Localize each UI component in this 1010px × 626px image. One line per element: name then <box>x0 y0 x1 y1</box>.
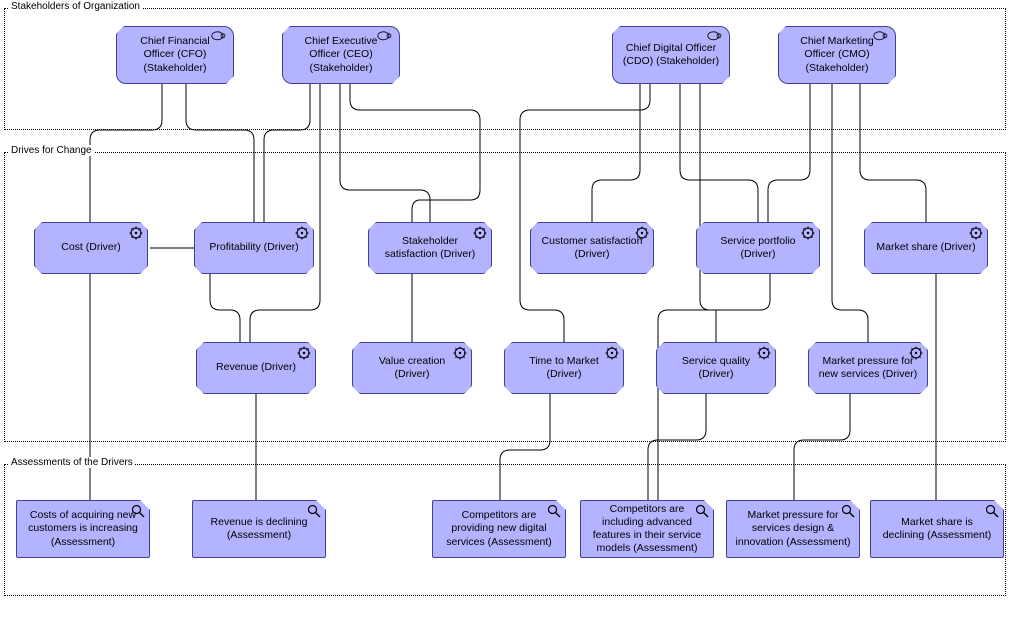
node-cfo[interactable]: Chief Financial Officer (CFO) (Stakehold… <box>116 26 234 84</box>
node-rev[interactable]: Revenue (Driver) <box>196 342 316 394</box>
node-label: Value creation (Driver) <box>361 355 463 381</box>
node-valcr[interactable]: Value creation (Driver) <box>352 342 472 394</box>
node-cost[interactable]: Cost (Driver) <box>34 222 148 274</box>
stakeholder-icon <box>211 31 227 41</box>
node-label: Market pressure for new services (Driver… <box>817 355 919 381</box>
group-label: Assessments of the Drivers <box>9 457 135 468</box>
assessment-icon <box>547 504 561 516</box>
node-a_cost[interactable]: Costs of acquiring new customers is incr… <box>16 500 150 558</box>
node-profit[interactable]: Profitability (Driver) <box>194 222 314 274</box>
node-a_mkts[interactable]: Market share is declining (Assessment) <box>870 500 1004 558</box>
node-a_comp2[interactable]: Competitors are including advanced featu… <box>580 500 714 558</box>
stakeholder-icon <box>377 31 393 41</box>
node-ttm[interactable]: Time to Market (Driver) <box>504 342 624 394</box>
assessment-icon <box>131 504 145 516</box>
assessment-icon <box>841 504 855 516</box>
driver-icon <box>295 226 309 238</box>
node-svcq[interactable]: Service quality (Driver) <box>656 342 776 394</box>
node-label: Cost (Driver) <box>61 241 121 254</box>
node-label: Revenue (Driver) <box>216 361 296 374</box>
node-mktshr[interactable]: Market share (Driver) <box>864 222 988 274</box>
node-label: Service portfolio (Driver) <box>705 235 811 261</box>
driver-icon <box>473 226 487 238</box>
node-label: Chief Digital Officer (CDO) (Stakeholder… <box>621 42 721 68</box>
node-label: Time to Market (Driver) <box>513 355 615 381</box>
driver-icon <box>757 346 771 358</box>
driver-icon <box>453 346 467 358</box>
diagram-canvas: Stakeholders of Organization Drives for C… <box>0 0 1010 626</box>
stakeholder-icon <box>707 31 723 41</box>
node-label: Competitors are including advanced featu… <box>589 503 705 556</box>
node-ceo[interactable]: Chief Executive Officer (CEO) (Stakehold… <box>282 26 400 84</box>
node-label: Chief Executive Officer (CEO) (Stakehold… <box>291 35 391 74</box>
driver-icon <box>297 346 311 358</box>
node-cmo[interactable]: Chief Marketing Officer (CMO) (Stakehold… <box>778 26 896 84</box>
group-g2: Drives for Change <box>4 152 1006 442</box>
node-label: Market share (Driver) <box>876 241 975 254</box>
driver-icon <box>801 226 815 238</box>
node-label: Stakeholder satisfaction (Driver) <box>377 235 483 261</box>
group-label: Drives for Change <box>9 145 94 156</box>
node-label: Costs of acquiring new customers is incr… <box>25 509 141 548</box>
node-a_comp1[interactable]: Competitors are providing new digital se… <box>432 500 566 558</box>
driver-icon <box>969 226 983 238</box>
group-label: Stakeholders of Organization <box>9 1 142 12</box>
node-label: Profitability (Driver) <box>209 241 298 254</box>
node-label: Market share is declining (Assessment) <box>879 516 995 542</box>
assessment-icon <box>307 504 321 516</box>
assessment-icon <box>985 504 999 516</box>
node-label: Competitors are providing new digital se… <box>441 509 557 548</box>
driver-icon <box>129 226 143 238</box>
driver-icon <box>909 346 923 358</box>
node-label: Revenue is declining (Assessment) <box>201 516 317 542</box>
node-a_rev[interactable]: Revenue is declining (Assessment) <box>192 500 326 558</box>
node-label: Market pressure for services design & in… <box>735 509 851 548</box>
node-label: Chief Financial Officer (CFO) (Stakehold… <box>125 35 225 74</box>
node-label: Customer satisfaction (Driver) <box>539 235 645 261</box>
node-custsat[interactable]: Customer satisfaction (Driver) <box>530 222 654 274</box>
node-mktpr[interactable]: Market pressure for new services (Driver… <box>808 342 928 394</box>
node-stksat[interactable]: Stakeholder satisfaction (Driver) <box>368 222 492 274</box>
node-cdo[interactable]: Chief Digital Officer (CDO) (Stakeholder… <box>612 26 730 84</box>
driver-icon <box>605 346 619 358</box>
assessment-icon <box>695 504 709 516</box>
node-label: Chief Marketing Officer (CMO) (Stakehold… <box>787 35 887 74</box>
node-svcport[interactable]: Service portfolio (Driver) <box>696 222 820 274</box>
node-label: Service quality (Driver) <box>665 355 767 381</box>
node-a_mktpr[interactable]: Market pressure for services design & in… <box>726 500 860 558</box>
stakeholder-icon <box>873 31 889 41</box>
driver-icon <box>635 226 649 238</box>
